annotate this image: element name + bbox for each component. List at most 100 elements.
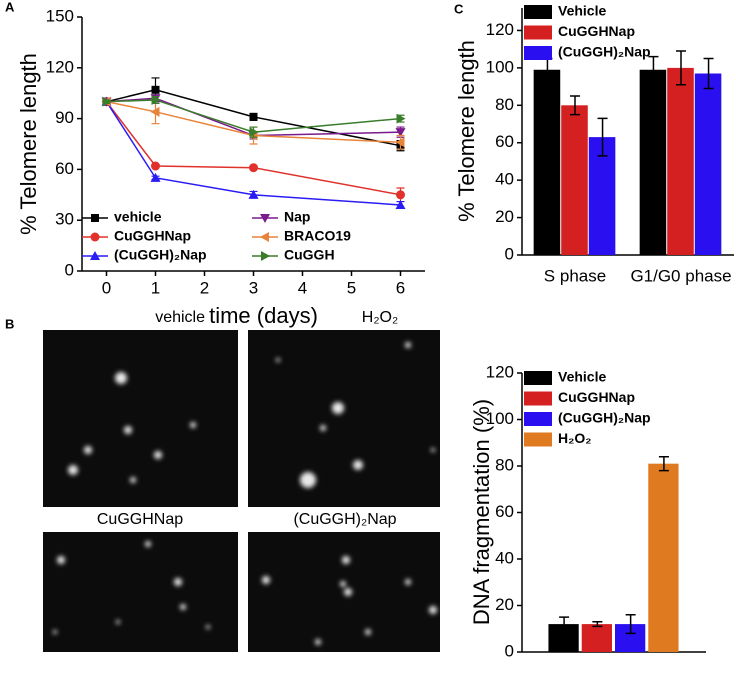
x-tick-label: 6 (396, 278, 405, 297)
y-axis-label: % Telomere length (16, 53, 41, 235)
legend-swatch (524, 46, 552, 60)
data-point (150, 172, 161, 182)
x-tick-label: 5 (347, 278, 356, 297)
legend-swatch (524, 371, 552, 385)
comet-spot (68, 465, 78, 475)
panel-label: C (454, 1, 464, 16)
bar (667, 67, 694, 255)
bar (533, 69, 561, 255)
series-line (106, 99, 401, 133)
series-line (105, 101, 401, 196)
y-tick-label: 120 (486, 362, 514, 381)
y-tick-label: 0 (65, 260, 74, 279)
data-point (396, 113, 406, 124)
legend-label: Nap (284, 209, 310, 225)
y-tick-label: 120 (46, 57, 74, 76)
series-line (106, 97, 401, 137)
data-point (395, 128, 406, 138)
legend-marker (91, 214, 99, 222)
micrograph (43, 330, 238, 507)
legend-label: BRACO19 (284, 228, 351, 244)
comet-spot (332, 402, 344, 414)
y-tick-label: 20 (495, 595, 514, 614)
legend-swatch (524, 391, 552, 406)
data-point (249, 112, 258, 121)
y-tick-label: 20 (495, 207, 514, 226)
legend-label: CuGGHNap (558, 389, 635, 405)
legend-label: vehicle (114, 209, 162, 225)
error-bar (676, 50, 686, 86)
legend-label: Vehicle (558, 3, 606, 19)
panel-label: B (5, 316, 14, 331)
bar (648, 463, 679, 652)
legend-label: (CuGGH)₂Nap (558, 410, 651, 426)
y-tick-label: 40 (495, 548, 514, 567)
series-line (106, 100, 401, 144)
series-line (106, 89, 401, 147)
legend-swatch (524, 5, 552, 19)
data-point (248, 189, 259, 199)
panel-label: A (5, 0, 15, 14)
legend-label: Vehicle (558, 369, 606, 385)
error-bar (703, 57, 714, 90)
comet-spot (262, 576, 270, 584)
comet-spot (206, 625, 210, 629)
comet-spot (116, 620, 120, 624)
legend-label: CuGGHNap (114, 228, 191, 244)
y-tick-label: 60 (495, 502, 514, 521)
legend-marker (90, 232, 100, 242)
comet-spot (342, 556, 350, 564)
y-tick-label: 80 (495, 455, 514, 474)
comet-spot (344, 588, 352, 596)
y-tick-label: 0 (505, 244, 514, 263)
error-bar (625, 614, 636, 635)
comet-spot (300, 472, 316, 488)
legend-label: (CuGGH)₂Nap (114, 247, 207, 263)
legend-label: CuGGHNap (558, 23, 635, 39)
data-point (150, 106, 160, 117)
data-point (151, 94, 161, 105)
error-bar (559, 616, 570, 632)
comet-spot (180, 604, 186, 610)
data-point (102, 96, 112, 107)
comet-spot (145, 541, 151, 547)
y-tick-label: 40 (495, 170, 514, 189)
data-point (396, 190, 405, 200)
y-tick-label: 80 (495, 95, 514, 114)
x-tick-label: G1/G0 phase (630, 266, 731, 285)
legend-label: CuGGH (284, 247, 335, 263)
legend-swatch (524, 25, 552, 40)
x-axis-label: time (days) (209, 303, 318, 328)
comet-spot (154, 451, 162, 459)
micrograph (43, 532, 238, 652)
micrograph-label: vehicle (155, 309, 205, 326)
comet-spot (190, 422, 196, 428)
legend-marker (260, 232, 269, 242)
data-point (395, 137, 405, 148)
legend-swatch (524, 432, 552, 447)
comet-spot (429, 606, 437, 614)
x-tick-label: 4 (298, 278, 307, 297)
bar (588, 137, 616, 255)
y-tick-label: 120 (486, 20, 514, 39)
y-tick-label: 100 (486, 57, 514, 76)
comet-spot (53, 630, 57, 634)
comet-spot (340, 581, 346, 587)
comet-spot (130, 477, 136, 483)
comet-spot (84, 446, 92, 454)
comet-spot (57, 556, 65, 564)
data-point (151, 161, 160, 171)
legend-label: H₂O₂ (558, 430, 591, 446)
y-tick-label: 100 (486, 409, 514, 428)
micrograph-label: H₂O₂ (362, 309, 398, 326)
series-line (105, 101, 401, 206)
legend-swatch (524, 412, 552, 426)
bar (639, 69, 667, 255)
error-bar (592, 621, 603, 628)
x-tick-label: 0 (102, 278, 111, 297)
error-bar (597, 117, 608, 157)
comet-spot (365, 629, 371, 635)
legend-marker (261, 251, 270, 261)
y-tick-label: 0 (505, 641, 514, 660)
comet-spot (124, 426, 132, 434)
